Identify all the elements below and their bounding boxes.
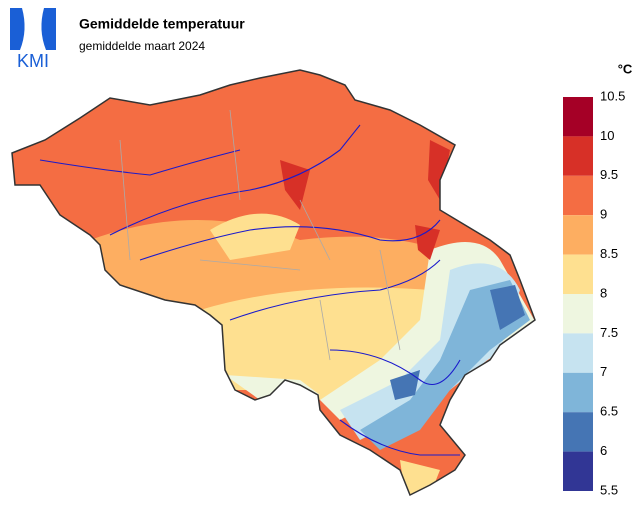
legend-tick-label: 6.5 [600, 404, 618, 419]
legend-swatch [563, 333, 593, 373]
legend-tick-label: 8.5 [600, 246, 618, 261]
legend-swatch [563, 294, 593, 334]
legend-tick-label: 7 [600, 364, 607, 379]
logo-text: KMI [17, 51, 49, 71]
title: Gemiddelde temperatuur [79, 16, 245, 32]
legend-swatch [563, 215, 593, 255]
legend-swatch [563, 136, 593, 176]
legend-swatch [563, 412, 593, 452]
legend-unit: °C [618, 61, 633, 76]
legend-tick-label: 5.5 [600, 482, 618, 497]
legend-tick-label: 10 [600, 128, 614, 143]
legend-tick-label: 9.5 [600, 167, 618, 182]
legend-swatch [563, 175, 593, 216]
logo: KMI [10, 8, 56, 71]
rivers [39, 124, 461, 456]
country-outline [11, 69, 536, 497]
map [12, 70, 535, 495]
legend-swatch [563, 97, 593, 137]
legend-swatch [563, 254, 593, 294]
borders [119, 109, 401, 361]
legend-swatch [563, 372, 593, 413]
legend-tick-label: 10.5 [600, 88, 625, 103]
legend-tick-label: 7.5 [600, 325, 618, 340]
legend-swatch [563, 451, 593, 491]
subtitle: gemiddelde maart 2024 [79, 39, 205, 53]
legend-tick-label: 9 [600, 207, 607, 222]
legend-tick-label: 8 [600, 285, 607, 300]
legend-tick-label: 6 [600, 443, 607, 458]
legend: 10.5 10 9.5 9 8.5 8 7.5 7 6.5 6 5.5 [563, 88, 625, 497]
